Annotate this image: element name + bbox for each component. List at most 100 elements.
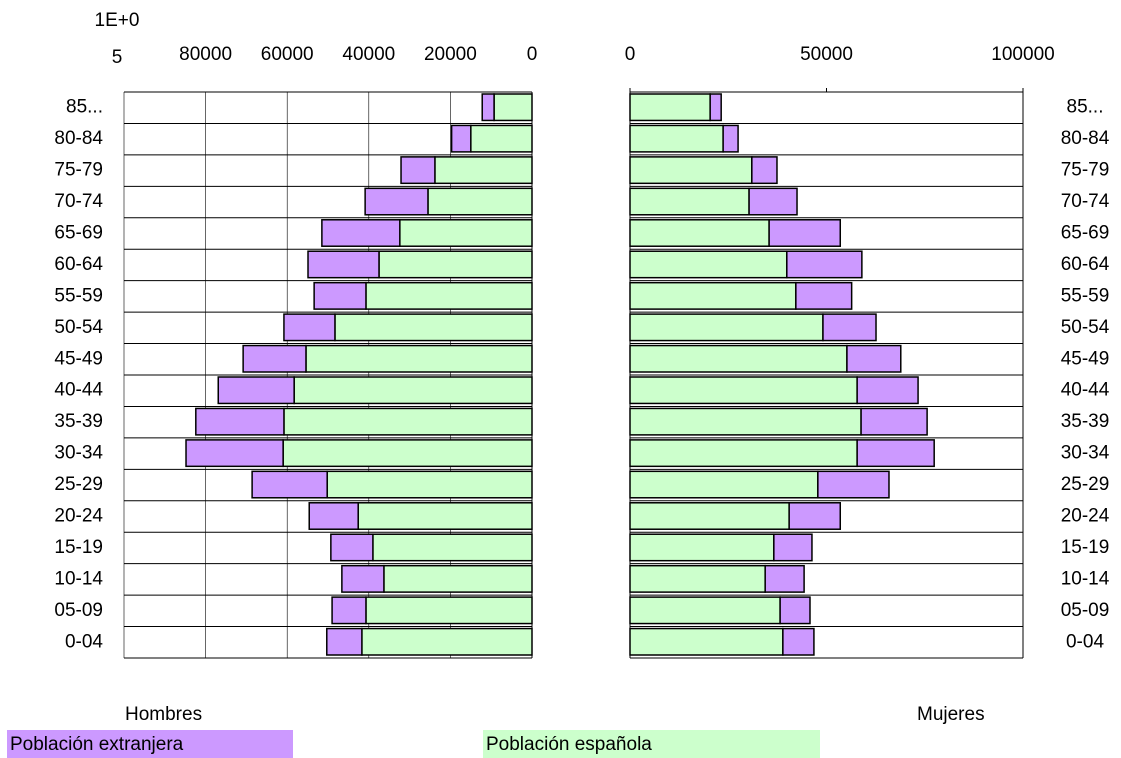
category-label: 85... [1067, 97, 1104, 118]
x-tick-label: 0 [527, 44, 538, 65]
bar [361, 627, 533, 656]
category-label: 80-84 [54, 128, 103, 149]
bar [283, 313, 336, 342]
x-tick-label: 0 [625, 44, 636, 65]
bar [629, 596, 781, 625]
bar [470, 124, 533, 153]
category-label: 30-34 [1061, 443, 1110, 464]
category-label: 20-24 [54, 506, 103, 527]
category-label: 50-54 [54, 317, 103, 338]
bar [330, 533, 374, 562]
category-label: 80-84 [1061, 128, 1110, 149]
bar [822, 313, 877, 342]
bar [768, 219, 842, 247]
bar [321, 219, 401, 247]
bar [293, 376, 533, 405]
category-label: 0-04 [1066, 631, 1104, 652]
bar [372, 533, 533, 562]
bar [629, 313, 824, 342]
bar [629, 344, 848, 373]
category-label: 35-39 [54, 411, 103, 432]
bar [629, 407, 862, 436]
bar [334, 313, 533, 342]
bar [365, 281, 533, 310]
category-label: 40-44 [1061, 380, 1110, 401]
bar [629, 93, 711, 122]
bar [629, 627, 784, 656]
category-label: 70-74 [1061, 191, 1110, 212]
category-label: 85... [66, 97, 103, 118]
bar [860, 407, 928, 436]
bar [856, 439, 935, 468]
bar [427, 187, 533, 216]
bar [364, 187, 429, 216]
bar [434, 156, 533, 185]
category-label: 65-69 [54, 223, 103, 244]
bar [307, 250, 380, 279]
bar [629, 439, 858, 468]
category-label: 15-19 [1061, 537, 1110, 558]
x-tick-label: 100000 [991, 44, 1054, 65]
bar [788, 502, 842, 530]
bar [195, 407, 285, 436]
bar [383, 564, 533, 593]
bar [751, 156, 778, 185]
category-label: 0-04 [65, 631, 103, 652]
category-label: 20-24 [1061, 506, 1110, 527]
bar [782, 627, 815, 656]
bar [185, 439, 284, 468]
category-label: 60-64 [54, 254, 103, 275]
bar [629, 376, 858, 405]
bar [629, 156, 753, 185]
bar [450, 124, 472, 153]
bar [709, 93, 722, 122]
bar [326, 470, 533, 499]
x-tick-label: 80000 [179, 44, 232, 65]
bar [629, 187, 750, 216]
bar [748, 187, 798, 216]
bar [629, 470, 819, 499]
category-label: 25-29 [54, 474, 103, 495]
bar [282, 439, 533, 468]
x-tick-label: 20000 [424, 44, 477, 65]
legend-swatch [483, 730, 820, 758]
category-label: 05-09 [1061, 600, 1110, 621]
bar [357, 502, 533, 530]
x-tick-label: 40000 [342, 44, 395, 65]
bar [846, 344, 902, 373]
bar [400, 156, 436, 185]
category-label: 50-54 [1061, 317, 1110, 338]
category-label: 55-59 [54, 285, 103, 306]
bar [326, 627, 363, 656]
bar [629, 502, 790, 530]
bar [629, 564, 766, 593]
category-label: 10-14 [1061, 568, 1110, 589]
bar [773, 533, 813, 562]
bar [629, 281, 797, 310]
bar [251, 470, 328, 499]
category-label: 55-59 [1061, 285, 1110, 306]
bar [764, 564, 805, 593]
category-label: 30-34 [54, 443, 103, 464]
bar [331, 596, 367, 625]
panel-label: Hombres [125, 704, 202, 725]
category-label: 15-19 [54, 537, 103, 558]
bar [399, 219, 533, 247]
category-label: 60-64 [1061, 254, 1110, 275]
bar [217, 376, 295, 405]
bar [308, 502, 359, 530]
bar [856, 376, 919, 405]
legend-label: Población española [486, 734, 652, 755]
bar [242, 344, 307, 373]
bar [378, 250, 533, 279]
bar [341, 564, 385, 593]
bar [305, 344, 533, 373]
x-tick-label: 50000 [800, 44, 853, 65]
category-label: 75-79 [54, 160, 103, 181]
category-label: 10-14 [54, 568, 103, 589]
category-label: 75-79 [1061, 160, 1110, 181]
bar [493, 93, 533, 122]
bar [779, 596, 811, 625]
